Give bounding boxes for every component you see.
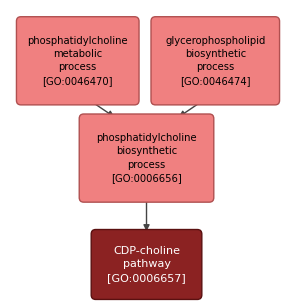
FancyBboxPatch shape bbox=[91, 230, 202, 299]
Text: CDP-choline
pathway
[GO:0006657]: CDP-choline pathway [GO:0006657] bbox=[107, 246, 186, 283]
FancyBboxPatch shape bbox=[16, 17, 139, 105]
Text: glycerophospholipid
biosynthetic
process
[GO:0046474]: glycerophospholipid biosynthetic process… bbox=[165, 36, 266, 86]
Text: phosphatidylcholine
biosynthetic
process
[GO:0006656]: phosphatidylcholine biosynthetic process… bbox=[96, 133, 197, 183]
FancyBboxPatch shape bbox=[151, 17, 280, 105]
FancyBboxPatch shape bbox=[79, 114, 214, 202]
Text: phosphatidylcholine
metabolic
process
[GO:0046470]: phosphatidylcholine metabolic process [G… bbox=[28, 36, 128, 86]
